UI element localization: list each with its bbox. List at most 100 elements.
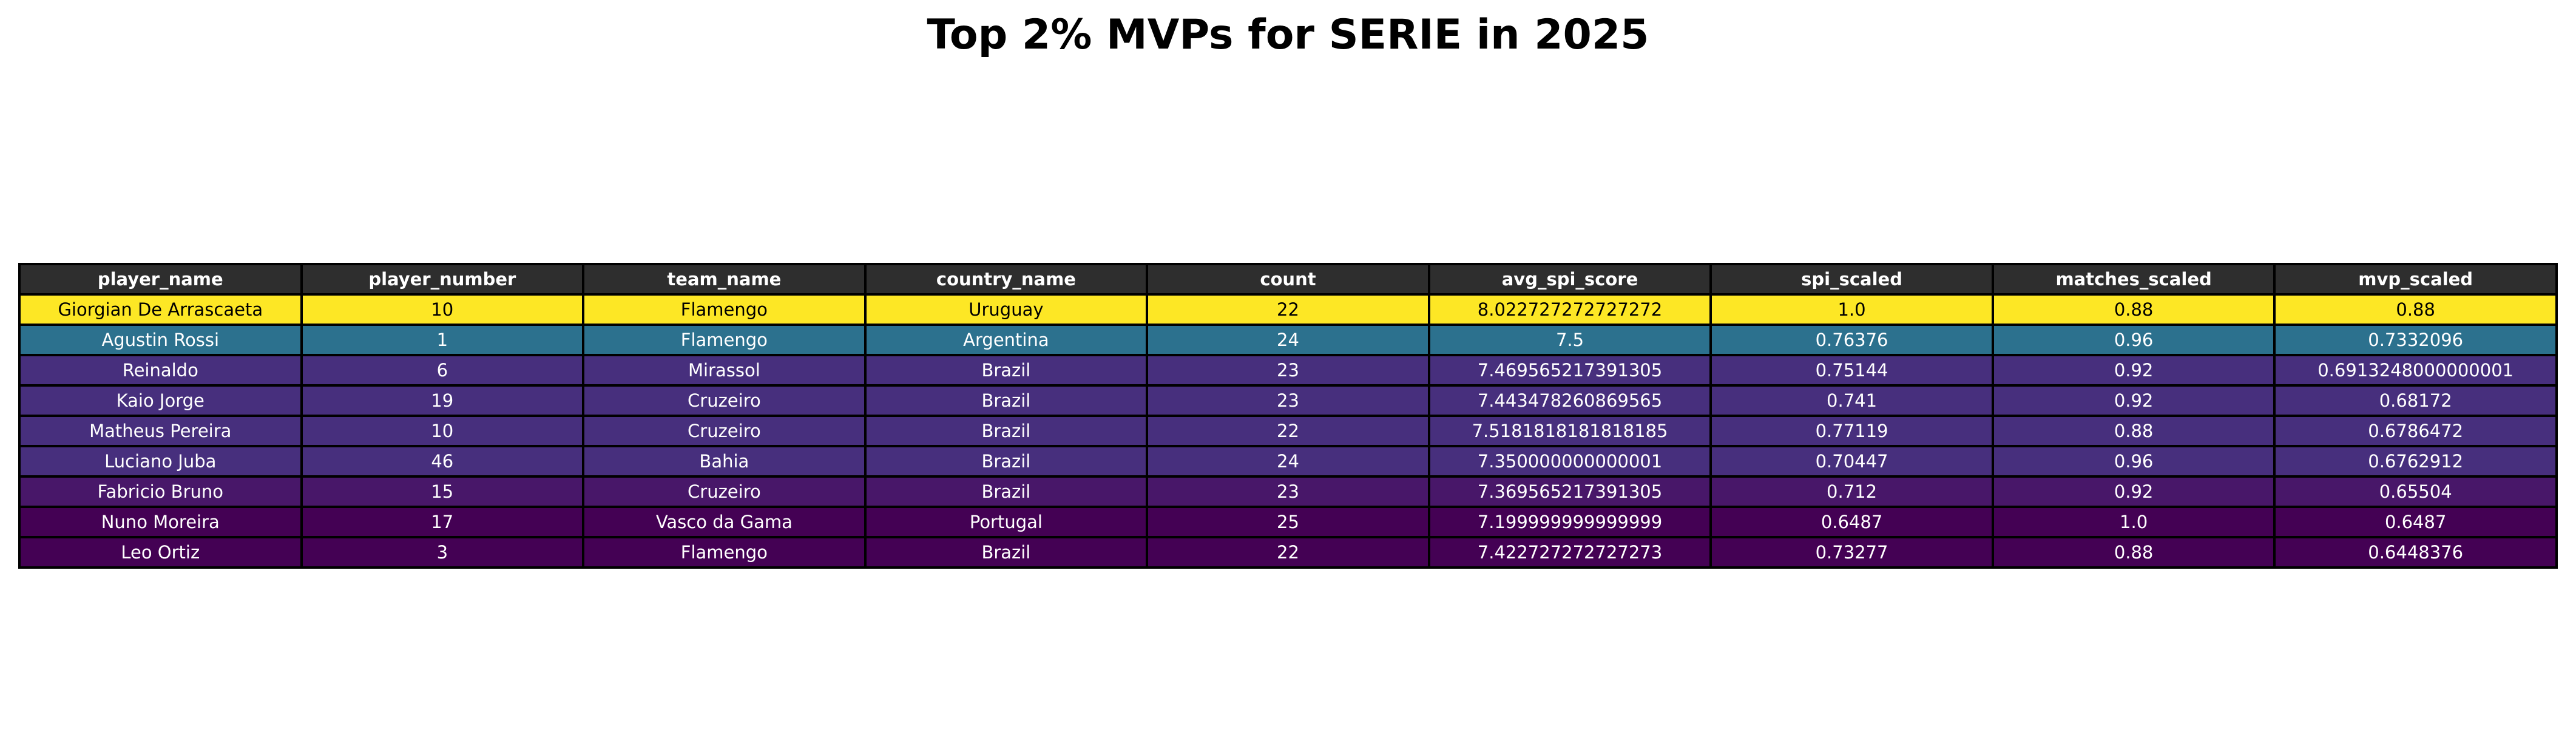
table-cell-count: 23 <box>1146 384 1430 417</box>
table-row: Matheus Pereira 10 Cruzeiro Brazil 22 7.51818… <box>18 415 2558 447</box>
table-cell-matches-scaled: 0.88 <box>1991 415 2276 447</box>
table-cell-country-name: Brazil <box>864 445 1149 478</box>
chart-title: Top 2% MVPs for SERIE in 2025 <box>927 11 1649 59</box>
table-cell-country-name: Argentina <box>864 324 1149 356</box>
table-cell-avg-spi-score: 7.443478260869565 <box>1427 384 1712 417</box>
table-row: Fabricio Bruno 15 Cruzeiro Brazil 23 7.369565… <box>18 475 2558 508</box>
table-cell-player-number: 46 <box>300 445 585 478</box>
table-cell-mvp-scaled: 0.88 <box>2273 293 2558 326</box>
table-body: Giorgian De Arrascaeta 10 Flamengo Uruguay 2… <box>18 293 2558 569</box>
table-cell-count: 23 <box>1146 475 1430 508</box>
table-cell-matches-scaled: 0.96 <box>1991 445 2276 478</box>
column-header-country-name: country_name <box>864 263 1149 296</box>
table-cell-player-name: Matheus Pereira <box>18 415 303 447</box>
table-cell-player-name: Kaio Jorge <box>18 384 303 417</box>
table-cell-matches-scaled: 1.0 <box>1991 506 2276 538</box>
table-cell-player-name: Leo Ortiz <box>18 536 303 569</box>
table-cell-country-name: Portugal <box>864 506 1149 538</box>
table-cell-spi-scaled: 0.73277 <box>1709 536 1994 569</box>
column-header-count: count <box>1146 263 1430 296</box>
table-cell-count: 24 <box>1146 445 1430 478</box>
table-cell-player-number: 17 <box>300 506 585 538</box>
table-cell-team-name: Vasco da Gama <box>582 506 867 538</box>
table-cell-count: 22 <box>1146 536 1430 569</box>
table-row: Kaio Jorge 19 Cruzeiro Brazil 23 7.4434782608… <box>18 384 2558 417</box>
table-cell-spi-scaled: 0.77119 <box>1709 415 1994 447</box>
table-cell-player-number: 15 <box>300 475 585 508</box>
table-cell-avg-spi-score: 7.350000000000001 <box>1427 445 1712 478</box>
table-cell-spi-scaled: 0.76376 <box>1709 324 1994 356</box>
table-cell-mvp-scaled: 0.6786472 <box>2273 415 2558 447</box>
table-cell-avg-spi-score: 7.5 <box>1427 324 1712 356</box>
table-cell-count: 25 <box>1146 506 1430 538</box>
table-cell-matches-scaled: 0.92 <box>1991 384 2276 417</box>
table-cell-avg-spi-score: 8.022727272727272 <box>1427 293 1712 326</box>
column-header-player-name: player_name <box>18 263 303 296</box>
table-cell-avg-spi-score: 7.422727272727273 <box>1427 536 1712 569</box>
table-cell-player-name: Reinaldo <box>18 354 303 387</box>
table-cell-player-number: 6 <box>300 354 585 387</box>
table-row: Luciano Juba 46 Bahia Brazil 24 7.35000000000… <box>18 445 2558 478</box>
table-cell-player-name: Luciano Juba <box>18 445 303 478</box>
table-cell-mvp-scaled: 0.68172 <box>2273 384 2558 417</box>
table-cell-country-name: Brazil <box>864 384 1149 417</box>
table-cell-country-name: Uruguay <box>864 293 1149 326</box>
table-cell-mvp-scaled: 0.6913248000000001 <box>2273 354 2558 387</box>
table-cell-player-name: Nuno Moreira <box>18 506 303 538</box>
table-row: Reinaldo 6 Mirassol Brazil 23 7.4695652173913… <box>18 354 2558 387</box>
table-cell-player-number: 10 <box>300 415 585 447</box>
table-cell-team-name: Cruzeiro <box>582 384 867 417</box>
table-cell-mvp-scaled: 0.6762912 <box>2273 445 2558 478</box>
table-cell-count: 22 <box>1146 415 1430 447</box>
table-cell-spi-scaled: 0.75144 <box>1709 354 1994 387</box>
table-cell-player-name: Giorgian De Arrascaeta <box>18 293 303 326</box>
column-header-avg-spi-score: avg_spi_score <box>1427 263 1712 296</box>
table-cell-spi-scaled: 1.0 <box>1709 293 1994 326</box>
table-row: Agustin Rossi 1 Flamengo Argentina 24 7.5 0.76… <box>18 324 2558 356</box>
table-cell-matches-scaled: 0.92 <box>1991 354 2276 387</box>
table-cell-team-name: Cruzeiro <box>582 415 867 447</box>
table-cell-matches-scaled: 0.92 <box>1991 475 2276 508</box>
table-row: Nuno Moreira 17 Vasco da Gama Portugal 25 7.1… <box>18 506 2558 538</box>
table-cell-mvp-scaled: 0.6487 <box>2273 506 2558 538</box>
table-row: Leo Ortiz 3 Flamengo Brazil 22 7.422727272727… <box>18 536 2558 569</box>
table-cell-spi-scaled: 0.70447 <box>1709 445 1994 478</box>
table-cell-mvp-scaled: 0.65504 <box>2273 475 2558 508</box>
table-cell-spi-scaled: 0.712 <box>1709 475 1994 508</box>
column-header-team-name: team_name <box>582 263 867 296</box>
table-cell-country-name: Brazil <box>864 354 1149 387</box>
table-cell-count: 22 <box>1146 293 1430 326</box>
table-cell-team-name: Mirassol <box>582 354 867 387</box>
table-cell-team-name: Flamengo <box>582 324 867 356</box>
table-cell-player-number: 19 <box>300 384 585 417</box>
table-cell-player-name: Fabricio Bruno <box>18 475 303 508</box>
table-cell-team-name: Cruzeiro <box>582 475 867 508</box>
table-cell-spi-scaled: 0.6487 <box>1709 506 1994 538</box>
table-cell-player-number: 3 <box>300 536 585 569</box>
column-header-spi-scaled: spi_scaled <box>1709 263 1994 296</box>
column-header-player-number: player_number <box>300 263 585 296</box>
table-cell-mvp-scaled: 0.7332096 <box>2273 324 2558 356</box>
mvp-table: player_name player_number team_name country… <box>18 263 2558 569</box>
table-cell-spi-scaled: 0.741 <box>1709 384 1994 417</box>
table-cell-player-number: 1 <box>300 324 585 356</box>
table-cell-matches-scaled: 0.88 <box>1991 536 2276 569</box>
table-cell-team-name: Bahia <box>582 445 867 478</box>
table-cell-country-name: Brazil <box>864 536 1149 569</box>
table-cell-country-name: Brazil <box>864 475 1149 508</box>
table-cell-avg-spi-score: 7.199999999999999 <box>1427 506 1712 538</box>
table-cell-count: 24 <box>1146 324 1430 356</box>
table-cell-avg-spi-score: 7.469565217391305 <box>1427 354 1712 387</box>
table-cell-matches-scaled: 0.96 <box>1991 324 2276 356</box>
table-cell-country-name: Brazil <box>864 415 1149 447</box>
column-header-mvp-scaled: mvp_scaled <box>2273 263 2558 296</box>
table-cell-player-name: Agustin Rossi <box>18 324 303 356</box>
table-cell-team-name: Flamengo <box>582 293 867 326</box>
table-row: Giorgian De Arrascaeta 10 Flamengo Uruguay 2… <box>18 293 2558 326</box>
column-header-matches-scaled: matches_scaled <box>1991 263 2276 296</box>
table-header-row: player_name player_number team_name country… <box>18 263 2558 296</box>
table-cell-avg-spi-score: 7.5181818181818185 <box>1427 415 1712 447</box>
table-cell-team-name: Flamengo <box>582 536 867 569</box>
table-cell-matches-scaled: 0.88 <box>1991 293 2276 326</box>
table-cell-count: 23 <box>1146 354 1430 387</box>
